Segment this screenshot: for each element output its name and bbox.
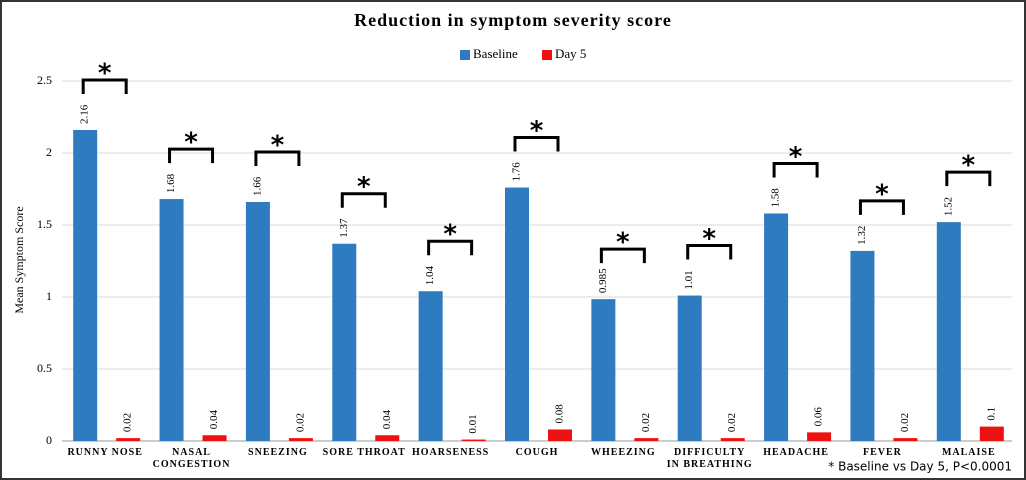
bar [893, 438, 918, 441]
significance-marker: * [357, 172, 371, 202]
y-axis-label: Mean Symptom Score [12, 206, 26, 313]
x-tick-label: FEVER [862, 447, 902, 458]
bar [73, 129, 98, 441]
value-label: 0.985 [597, 268, 609, 293]
value-label: 0.02 [640, 413, 652, 432]
value-label: 0.1 [985, 407, 997, 421]
value-label: 1.58 [770, 188, 782, 208]
value-label: 0.02 [726, 413, 738, 432]
bar [332, 243, 357, 441]
bar [807, 432, 832, 441]
bar [936, 222, 961, 441]
value-label: 2.16 [79, 104, 91, 124]
value-label: 0.08 [554, 404, 566, 424]
bar [677, 295, 702, 441]
value-label: 0.01 [467, 414, 479, 433]
bar [979, 426, 1004, 441]
bar [850, 250, 875, 441]
bar [720, 438, 745, 441]
x-tick-label: RUNNY NOSE [67, 447, 143, 458]
significance-marker: * [616, 228, 630, 258]
significance-marker: * [702, 224, 716, 254]
y-tick-label: 0 [46, 433, 52, 447]
significance-bracket [427, 239, 474, 256]
value-label: 1.66 [251, 176, 263, 196]
bar [245, 201, 270, 441]
x-tick-label: HEADACHE [763, 447, 829, 458]
value-label: 1.04 [424, 265, 436, 285]
value-label: 1.52 [942, 197, 954, 216]
significance-bracket [945, 170, 992, 187]
x-tick-label: SORE THROAT [322, 447, 406, 458]
value-label: 0.02 [294, 413, 306, 432]
significance-marker: * [98, 58, 112, 88]
value-label: 0.04 [208, 409, 220, 429]
significance-bracket [686, 244, 733, 260]
bar [375, 435, 400, 441]
value-label: 0.02 [122, 413, 134, 432]
significance-marker: * [789, 142, 803, 172]
significance-bracket [168, 147, 215, 164]
bar [116, 438, 141, 441]
y-tick-label: 2.5 [37, 73, 52, 87]
footnote: * Baseline vs Day 5, P<0.0001 [828, 460, 1012, 474]
significance-bracket [599, 247, 646, 264]
legend-swatch [460, 50, 470, 60]
bar [591, 299, 616, 441]
value-label: 0.02 [899, 413, 911, 432]
bar [548, 429, 572, 441]
significance-marker: * [443, 220, 457, 250]
bar [505, 187, 529, 441]
legend-label: Day 5 [555, 46, 586, 61]
significance-marker: * [530, 116, 544, 146]
value-label: 1.37 [338, 218, 350, 238]
y-tick-label: 2 [46, 145, 52, 159]
significance-marker: * [184, 128, 198, 158]
x-tick-label: NASAL CONGESTION [152, 447, 231, 470]
y-tick-label: 1 [46, 289, 52, 303]
x-tick-label: DIFFICULTY IN BREATHING [666, 447, 753, 470]
significance-marker: * [271, 130, 285, 160]
y-tick-label: 1.5 [37, 217, 52, 231]
legend-swatch [542, 50, 552, 60]
chart-title: Reduction in symptom severity score [354, 10, 672, 30]
value-label: 1.76 [511, 162, 523, 182]
value-label: 1.32 [856, 226, 868, 245]
bar [288, 438, 313, 441]
bar [461, 439, 486, 441]
x-tick-label: WHEEZING [591, 447, 656, 458]
x-tick-label: COUGH [515, 447, 559, 458]
x-tick-label: MALAISE [941, 447, 996, 458]
significance-marker: * [875, 179, 889, 209]
bar [634, 438, 659, 441]
x-tick-label: HOARSENESS [412, 447, 490, 458]
significance-bracket [81, 78, 128, 94]
legend-label: Baseline [473, 46, 518, 61]
significance-bracket [513, 136, 560, 152]
significance-bracket [772, 161, 819, 178]
y-tick-label: 0.5 [37, 361, 52, 375]
significance-bracket [858, 199, 905, 215]
significance-marker: * [962, 151, 976, 181]
significance-bracket [340, 192, 387, 208]
x-tick-label: SNEEZING [248, 447, 308, 458]
significance-bracket [254, 150, 301, 166]
value-label: 1.68 [165, 173, 177, 193]
bar [764, 213, 789, 441]
bar [418, 291, 443, 441]
value-label: 1.01 [683, 270, 695, 289]
value-label: 0.04 [381, 409, 393, 429]
bar [202, 435, 227, 441]
bar [159, 199, 184, 441]
value-label: 0.06 [813, 407, 825, 427]
